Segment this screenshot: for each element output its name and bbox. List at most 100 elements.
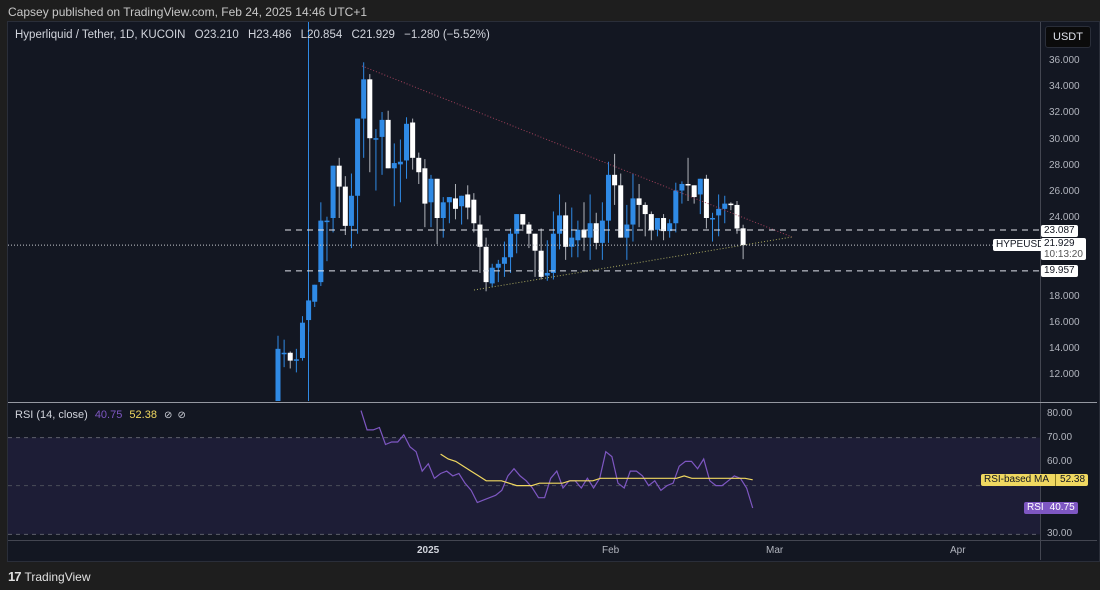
candle-body[interactable] <box>287 352 293 361</box>
candle-body[interactable] <box>501 257 507 264</box>
candle-body[interactable] <box>593 223 599 243</box>
candle-body[interactable] <box>367 79 373 139</box>
candle-body[interactable] <box>740 228 746 246</box>
rsi-ma-line[interactable] <box>440 453 753 487</box>
candle-body[interactable] <box>281 352 287 355</box>
candle-body[interactable] <box>587 223 593 238</box>
candle-body[interactable] <box>385 119 391 169</box>
candle-body[interactable] <box>416 157 422 173</box>
candle-body[interactable] <box>703 178 709 219</box>
rsi-title[interactable]: RSI (14, close) <box>15 409 88 421</box>
price-tick: 12.000 <box>1049 369 1080 380</box>
candle-body[interactable] <box>550 233 556 273</box>
candle-body[interactable] <box>612 174 618 186</box>
candle-body[interactable] <box>397 161 403 165</box>
brand-name: TradingView <box>24 569 91 584</box>
candle-body[interactable] <box>465 194 471 208</box>
candle-body[interactable] <box>642 204 648 215</box>
candle-body[interactable] <box>624 224 630 238</box>
candle-body[interactable] <box>685 183 691 186</box>
candle-body[interactable] <box>661 218 667 232</box>
candle-body[interactable] <box>434 178 440 219</box>
price-tick: 30.000 <box>1049 133 1080 145</box>
candle-body[interactable] <box>422 168 428 204</box>
candle-body[interactable] <box>330 165 336 219</box>
candle-body[interactable] <box>312 284 318 302</box>
candle-body[interactable] <box>477 224 483 247</box>
candle-body[interactable] <box>673 190 679 224</box>
rsi-tick-70: 70.00 <box>1047 432 1073 443</box>
candle-body[interactable] <box>710 218 716 220</box>
candle-body[interactable] <box>410 122 416 158</box>
candle-body[interactable] <box>275 348 281 401</box>
candle-body[interactable] <box>489 267 495 284</box>
candle-body[interactable] <box>361 79 367 119</box>
candle-body[interactable] <box>293 359 299 361</box>
candle-body[interactable] <box>654 218 660 230</box>
candle-body[interactable] <box>428 178 434 203</box>
rsi-ma-value: 52.38 <box>129 409 157 421</box>
candle-body[interactable] <box>532 233 538 251</box>
eye-off-icon[interactable]: ⊘ <box>177 410 186 421</box>
candle-body[interactable] <box>630 198 636 225</box>
candle-body[interactable] <box>722 203 728 209</box>
candle-body[interactable] <box>557 215 563 234</box>
candle-body[interactable] <box>648 214 654 230</box>
rsi-legend[interactable]: RSI (14, close) 40.75 52.38 ⊘ ⊘ <box>15 409 186 421</box>
candle-body[interactable] <box>471 199 477 224</box>
candle-body[interactable] <box>336 165 342 187</box>
candle-body[interactable] <box>691 185 697 198</box>
candle-body[interactable] <box>508 233 514 258</box>
candle-body[interactable] <box>348 195 354 226</box>
candle-body[interactable] <box>483 246 489 283</box>
candlestick-series[interactable] <box>275 62 746 401</box>
currency-button[interactable]: USDT <box>1045 26 1091 48</box>
candle-body[interactable] <box>318 220 324 283</box>
candle-body[interactable] <box>605 174 611 221</box>
candle-body[interactable] <box>728 203 734 206</box>
candle-body[interactable] <box>667 223 673 232</box>
candle-body[interactable] <box>391 163 397 169</box>
candle-body[interactable] <box>495 263 501 268</box>
candle-body[interactable] <box>569 237 575 247</box>
candle-body[interactable] <box>526 224 532 234</box>
published-line: Capsey published on TradingView.com, Feb… <box>8 5 368 19</box>
eye-off-icon[interactable]: ⊘ <box>164 410 173 421</box>
candle-body[interactable] <box>440 202 446 219</box>
candle-body[interactable] <box>514 214 520 234</box>
candle-body[interactable] <box>575 229 581 241</box>
last-price: 21.929 <box>1044 238 1075 249</box>
resistance-trendline[interactable] <box>361 65 793 238</box>
candle-body[interactable] <box>599 220 605 243</box>
candle-body[interactable] <box>324 220 330 223</box>
candle-body[interactable] <box>520 214 526 225</box>
candle-body[interactable] <box>544 272 550 276</box>
candle-body[interactable] <box>299 322 305 358</box>
candle-body[interactable] <box>342 186 348 226</box>
candle-body[interactable] <box>563 215 569 247</box>
candle-body[interactable] <box>452 198 458 209</box>
symbol-title[interactable]: Hyperliquid / Tether, 1D, KUCOIN <box>15 29 186 41</box>
candle-body[interactable] <box>404 123 410 161</box>
candle-body[interactable] <box>446 197 452 203</box>
candle-body[interactable] <box>538 250 544 277</box>
symbol-legend[interactable]: Hyperliquid / Tether, 1D, KUCOIN O23.210… <box>15 29 496 41</box>
candle-body[interactable] <box>716 208 722 216</box>
candle-body[interactable] <box>697 178 703 195</box>
candle-body[interactable] <box>581 229 587 238</box>
candle-body[interactable] <box>618 185 624 238</box>
rsi-line[interactable] <box>360 410 754 509</box>
candle-body[interactable] <box>379 119 385 137</box>
ohlc-open: O23.210 <box>194 29 239 41</box>
candle-body[interactable] <box>679 183 685 191</box>
candle-body[interactable] <box>459 195 465 207</box>
candle-body[interactable] <box>306 300 312 321</box>
horizontal-levels[interactable] <box>8 229 1040 272</box>
footer-brand: 17 TradingView <box>8 569 91 584</box>
candle-body[interactable] <box>373 138 379 140</box>
candle-body[interactable] <box>355 118 361 196</box>
candle-body[interactable] <box>636 198 642 205</box>
candle-body[interactable] <box>734 204 740 229</box>
price-tick: 16.000 <box>1049 316 1080 328</box>
